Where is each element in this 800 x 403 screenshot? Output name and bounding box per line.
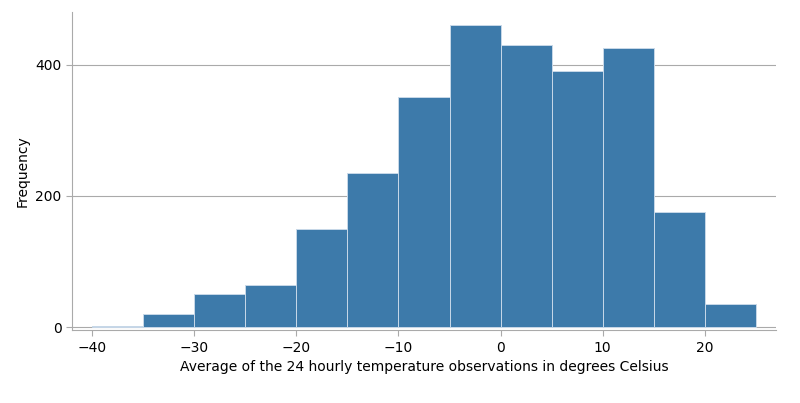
X-axis label: Average of the 24 hourly temperature observations in degrees Celsius: Average of the 24 hourly temperature obs… [180, 360, 668, 374]
Bar [450, 25, 501, 327]
Bar [551, 71, 602, 327]
Bar [654, 212, 705, 327]
Bar [93, 326, 143, 327]
Bar [347, 173, 398, 327]
Bar [705, 304, 755, 327]
Bar [602, 48, 654, 327]
Bar [398, 98, 450, 327]
Bar [246, 285, 297, 327]
Bar [194, 294, 246, 327]
Bar [297, 229, 347, 327]
Bar [143, 314, 194, 327]
Bar [501, 45, 551, 327]
Y-axis label: Frequency: Frequency [16, 135, 30, 207]
